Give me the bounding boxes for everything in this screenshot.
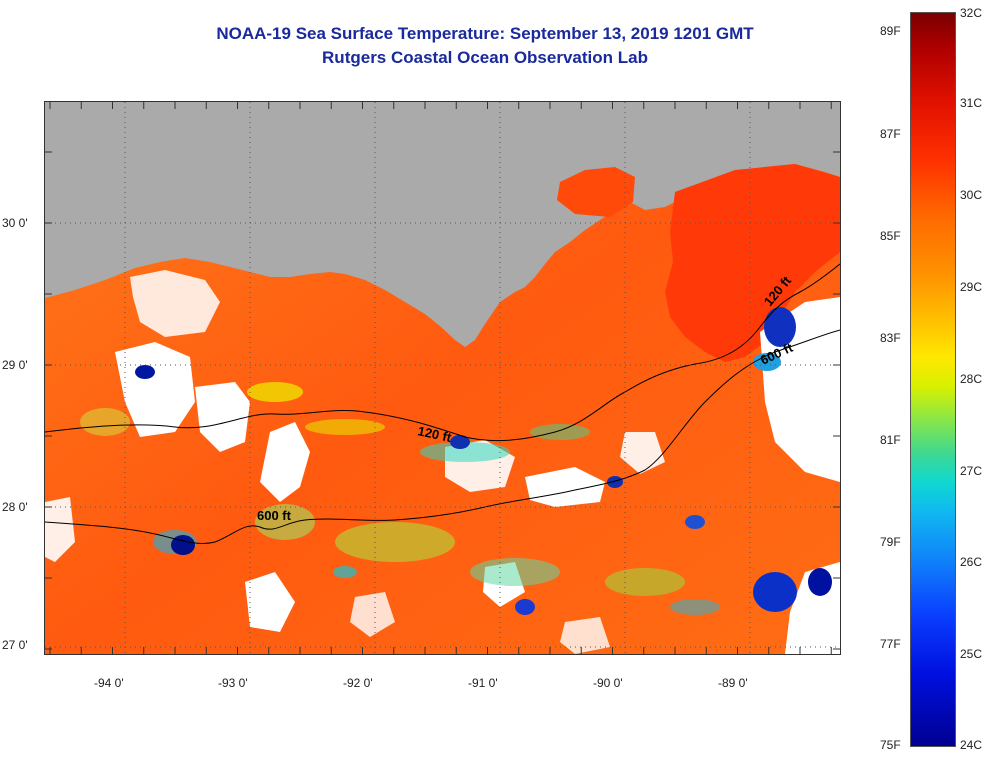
colorbar-c-26: 26C [960, 555, 983, 569]
lon-label-92: -92 0' [343, 676, 373, 690]
lon-label-93: -93 0' [218, 676, 248, 690]
lake-pontchartrain [557, 167, 635, 217]
colorbar-f-79: 79F [880, 535, 901, 549]
colorbar-c-32: 32C [960, 6, 983, 20]
temperature-colorbar [910, 12, 956, 747]
lon-label-90: -90 0' [593, 676, 623, 690]
sst-map-graphic: 120 ft 600 ft 120 ft 600 ft [45, 102, 840, 654]
colorbar-f-89: 89F [880, 24, 901, 38]
sst-map: 120 ft 600 ft 120 ft 600 ft [44, 101, 841, 655]
colorbar-f-83: 83F [880, 331, 901, 345]
colorbar-c-31: 31C [960, 96, 983, 110]
lat-label-29: 29 0' [2, 358, 28, 372]
contour-label-120-west: 120 ft [416, 423, 453, 445]
lat-lon-grid [45, 102, 840, 654]
delta-plume [665, 164, 840, 362]
lon-label-89: -89 0' [718, 676, 748, 690]
colorbar-c-25: 25C [960, 647, 983, 661]
colorbar-f-77: 77F [880, 637, 901, 651]
colorbar-c-28: 28C [960, 372, 983, 386]
lat-label-27: 27 0' [2, 638, 28, 652]
lon-label-91: -91 0' [468, 676, 498, 690]
colorbar-f-85: 85F [880, 229, 901, 243]
colorbar-c-29: 29C [960, 280, 983, 294]
contour-120ft [45, 263, 840, 442]
colorbar-c-27: 27C [960, 464, 983, 478]
lat-label-28: 28 0' [2, 500, 28, 514]
axis-ticks [45, 102, 840, 654]
contour-600ft [45, 329, 840, 544]
colorbar-f-87: 87F [880, 127, 901, 141]
colorbar-f-75: 75F [880, 738, 901, 752]
colorbar-f-81: 81F [880, 433, 901, 447]
louisiana-land [45, 102, 840, 347]
colorbar-c-30: 30C [960, 188, 983, 202]
cool-water-patches [80, 307, 832, 615]
lat-label-30: 30 0' [2, 216, 28, 230]
contour-label-600-west: 600 ft [257, 508, 292, 523]
colorbar-c-24: 24C [960, 738, 983, 752]
lon-label-94: -94 0' [94, 676, 124, 690]
map-subtitle: Rutgers Coastal Ocean Observation Lab [322, 48, 648, 67]
map-title: NOAA-19 Sea Surface Temperature: Septemb… [216, 24, 754, 43]
